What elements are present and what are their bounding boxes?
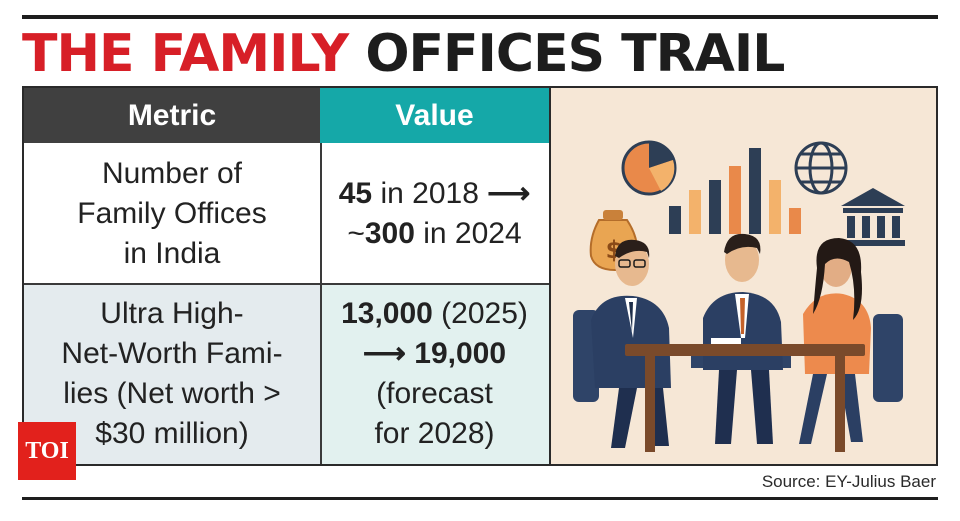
row1-value-text: in 2018 <box>372 176 488 210</box>
row2-metric-line: $30 million) <box>95 417 249 450</box>
row1-metric-line: Number of <box>101 156 243 190</box>
businessman-left <box>591 239 671 448</box>
row1-value-text: in 2024 <box>414 216 522 250</box>
title-red-part: THE FAMILY <box>22 24 349 84</box>
row-divider <box>24 283 549 285</box>
title-dark-part: OFFICES TRAIL <box>365 24 785 84</box>
page-title: THE FAMILY OFFICES TRAIL <box>22 24 785 84</box>
arrow-icon: ⟶ <box>362 337 406 370</box>
row1-metric-line: Family Offices <box>77 196 267 230</box>
meeting-illustration: $ <box>551 86 938 466</box>
row2-metric-line: Ultra High- <box>100 297 244 330</box>
globe-icon <box>794 141 848 195</box>
row2-metric: Ultra High- Net-Worth Fami- lies (Net wo… <box>24 284 320 464</box>
metrics-table: Metric Value Number of Family Offices in… <box>22 86 551 466</box>
top-rule <box>22 15 938 19</box>
row2-value: 13,000 (2025) ⟶ 19,000 (forecast for 202… <box>320 284 549 464</box>
row1-value-number-2024: 300 <box>364 216 415 250</box>
header-value: Value <box>320 88 549 143</box>
row2-value-text: (forecast <box>376 377 493 410</box>
bottom-rule <box>22 497 938 500</box>
arrow-icon: ⟶ <box>487 176 531 210</box>
toi-logo: TOI <box>18 422 76 480</box>
row1-metric-line: in India <box>123 236 221 270</box>
row1-value-number-2018: 45 <box>338 176 373 210</box>
column-divider <box>320 143 322 464</box>
row1-metric: Number of Family Offices in India <box>24 143 320 284</box>
row2-value-number-2025: 13,000 <box>341 297 433 330</box>
row2-value-number-2028: 19,000 <box>414 337 507 370</box>
row2-value-text: for 2028) <box>374 417 495 450</box>
source-note: Source: EY-Julius Baer <box>761 472 936 491</box>
row2-metric-line: Net-Worth Fami- <box>61 337 283 370</box>
row2-value-text: (2025) <box>432 297 528 330</box>
header-metric: Metric <box>24 88 320 143</box>
row1-value: 45 in 2018 ⟶ ~300 in 2024 <box>320 143 549 284</box>
bar-chart-icon <box>669 148 801 234</box>
meeting-table <box>625 338 865 452</box>
row1-value-tilde: ~ <box>347 216 365 250</box>
row2-metric-line: lies (Net worth > <box>63 377 281 410</box>
meeting-illustration-svg: $ <box>573 140 905 452</box>
bank-icon <box>841 188 905 246</box>
pie-chart-icon <box>621 140 677 196</box>
